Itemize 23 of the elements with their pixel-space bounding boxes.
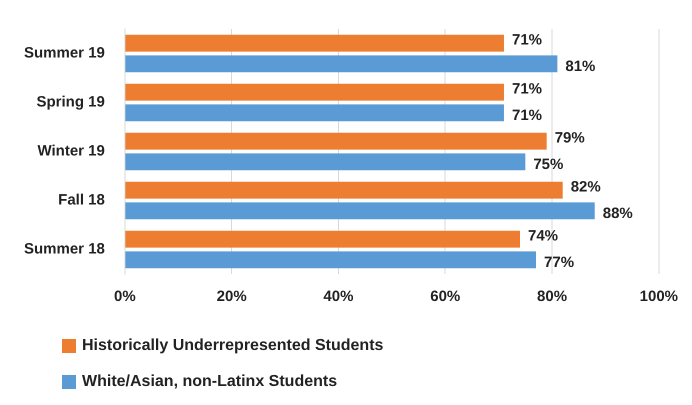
data-label: 75% <box>533 156 564 173</box>
data-label: 71% <box>512 80 542 98</box>
x-tick-label: 100% <box>640 288 678 306</box>
data-label: 74% <box>528 227 558 244</box>
data-label: 79% <box>554 129 585 146</box>
x-tick-label: 80% <box>537 288 568 306</box>
y-tick-label: Spring 19 <box>36 94 105 111</box>
y-tick-label: Winter 19 <box>37 142 105 160</box>
data-label: 71% <box>512 31 542 48</box>
legend-label: White/Asian, non-Latinx Students <box>82 373 338 391</box>
y-tick-label: Fall 18 <box>58 192 105 209</box>
y-tick-label: Summer 18 <box>24 240 105 258</box>
data-label: 77% <box>544 254 574 271</box>
y-tick-label: Summer 19 <box>24 44 105 62</box>
data-label: 88% <box>602 204 633 222</box>
data-label: 71% <box>512 106 542 124</box>
data-label: 81% <box>565 58 596 75</box>
x-tick-label: 60% <box>430 288 460 306</box>
data-label: 82% <box>570 178 601 196</box>
x-tick-label: 40% <box>323 288 354 306</box>
x-tick-label: 20% <box>216 288 247 306</box>
legend-label: Historically Underrepresented Students <box>82 337 384 355</box>
x-tick-label: 0% <box>114 288 136 306</box>
